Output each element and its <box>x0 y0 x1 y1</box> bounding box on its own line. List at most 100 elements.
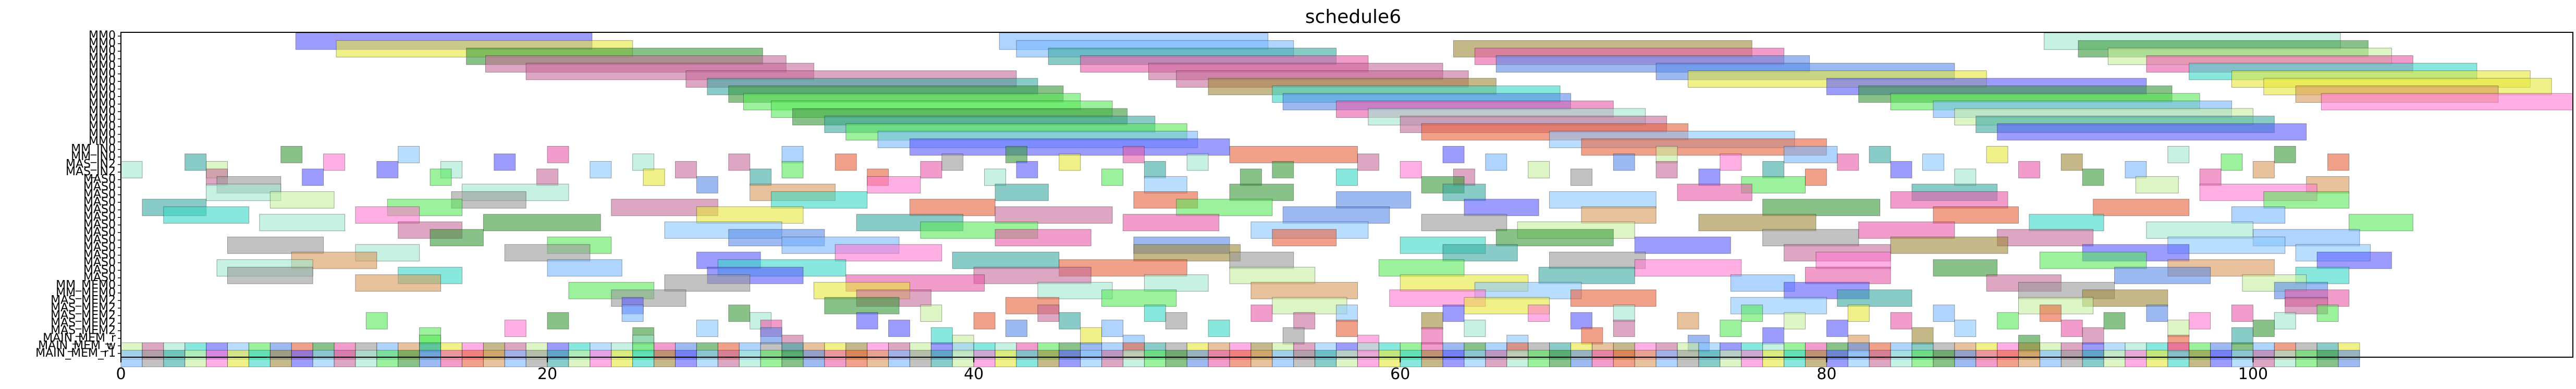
schedule-bar <box>995 206 1113 224</box>
schedule-bar <box>888 350 910 368</box>
schedule-bar <box>120 161 143 178</box>
schedule-bar <box>1570 289 1657 307</box>
schedule-bar <box>163 350 186 368</box>
schedule-bar <box>909 199 996 216</box>
schedule-bar <box>2189 350 2211 368</box>
schedule-bar <box>1762 161 1785 178</box>
schedule-bar <box>675 161 697 178</box>
schedule-bar <box>1613 305 1635 322</box>
schedule-bar <box>1229 266 1316 284</box>
row-label: MAS0 <box>83 256 116 269</box>
row-label: MM0 <box>89 128 116 141</box>
schedule-bar <box>2125 161 2147 178</box>
schedule-bar <box>2018 350 2040 368</box>
schedule-bar <box>728 305 751 322</box>
schedule-bar <box>2146 221 2253 239</box>
schedule-bar <box>120 350 143 368</box>
schedule-bar <box>504 320 526 337</box>
schedule-bar <box>1677 184 1752 201</box>
schedule-bar <box>1698 350 1721 368</box>
schedule-bar <box>2146 305 2168 322</box>
schedule-bar <box>1272 297 1347 314</box>
schedule-bar <box>781 161 804 178</box>
schedule-bar <box>2082 327 2104 345</box>
schedule-bar <box>206 184 281 201</box>
schedule-bar <box>1357 153 1379 171</box>
schedule-bar <box>824 297 900 314</box>
schedule-bar <box>2210 350 2232 368</box>
schedule-bar <box>2189 312 2211 330</box>
schedule-bar <box>2039 305 2062 322</box>
schedule-bar <box>227 236 324 254</box>
schedule-bar <box>1997 350 2019 368</box>
schedule-bar <box>1144 305 1166 322</box>
schedule-bar <box>227 350 249 368</box>
schedule-bar <box>365 312 388 330</box>
schedule-bar <box>1528 161 1550 178</box>
schedule-bar <box>1123 145 1145 163</box>
schedule-bar <box>1240 168 1262 186</box>
schedule-bar <box>824 350 847 368</box>
schedule-bar <box>920 161 942 178</box>
schedule-bar <box>494 153 516 171</box>
schedule-bar <box>2082 168 2104 186</box>
schedule-bar <box>995 184 1049 201</box>
schedule-bar <box>1613 350 1635 368</box>
schedule-bar <box>1805 350 1827 368</box>
schedule-bar <box>1250 350 1273 368</box>
schedule-bar <box>643 168 665 186</box>
schedule-bar <box>1869 350 1891 368</box>
schedule-bar <box>398 350 420 368</box>
schedule-bar <box>1890 312 1912 330</box>
schedule-bar <box>1336 168 1358 186</box>
schedule-bar <box>398 145 420 163</box>
schedule-bar <box>1123 350 1145 368</box>
schedule-bar <box>547 145 569 163</box>
schedule-bar <box>291 350 313 368</box>
schedule-bar <box>2221 153 2243 171</box>
schedule-bar <box>1847 350 1870 368</box>
schedule-bar <box>1037 350 1060 368</box>
row-label: MAIN_MEM_w <box>38 339 116 352</box>
schedule-bar <box>1613 320 1635 337</box>
schedule-bar <box>941 153 964 171</box>
x-tick-label: 20 <box>537 365 557 383</box>
schedule-bar <box>1186 153 1209 171</box>
schedule-bar <box>2321 93 2573 111</box>
schedule-bar <box>1229 145 1358 163</box>
schedule-bar <box>632 153 655 171</box>
schedule-bar <box>1474 282 1582 299</box>
row-label: MM0 <box>89 113 116 126</box>
schedule-bar <box>1400 350 1422 368</box>
schedule-bar <box>1784 350 1806 368</box>
x-tick-label: 60 <box>1390 365 1410 383</box>
schedule-bar <box>185 350 207 368</box>
row-label: MAS0 <box>83 233 116 246</box>
row-label: MAS_MEM2 <box>51 309 116 322</box>
schedule-bar <box>1005 320 1027 337</box>
row-label: MAS0 <box>83 226 116 239</box>
chart-title: schedule6 <box>1305 6 1401 28</box>
schedule-bar <box>930 350 953 368</box>
schedule-bar <box>1634 236 1731 254</box>
schedule-bar <box>1272 229 1337 247</box>
schedule-bar <box>888 320 910 337</box>
schedule-bar <box>1208 350 1230 368</box>
schedule-bar <box>1741 305 1763 322</box>
schedule-bar <box>1784 145 1838 163</box>
schedule-bar <box>1485 350 1507 368</box>
schedule-bar <box>1837 153 1859 171</box>
schedule-bar <box>973 266 1091 284</box>
schedule-bar <box>2231 206 2286 224</box>
row-label: MM0 <box>89 135 116 148</box>
schedule-bar <box>2093 199 2190 216</box>
schedule-bar <box>1336 320 1358 337</box>
schedule-bar <box>2018 161 2040 178</box>
schedule-bar <box>696 320 718 337</box>
schedule-bar <box>1997 312 2019 330</box>
schedule-bar <box>2252 320 2275 337</box>
schedule-bar <box>654 350 676 368</box>
schedule-bar <box>835 244 942 262</box>
schedule-bar <box>1698 168 1721 186</box>
schedule-bar <box>1890 350 1912 368</box>
